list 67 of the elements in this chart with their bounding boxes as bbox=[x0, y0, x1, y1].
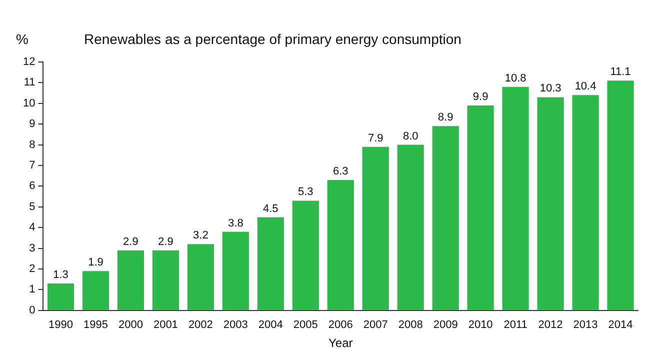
x-tick-label: 2007 bbox=[363, 319, 388, 332]
y-tick-label: 8 bbox=[29, 138, 36, 151]
data-label: 7.9 bbox=[368, 132, 384, 144]
y-tick-label: 3 bbox=[29, 242, 36, 254]
bar bbox=[607, 80, 634, 310]
x-tick-label: 1995 bbox=[83, 319, 108, 332]
bar bbox=[257, 217, 284, 310]
x-tick-label: 2009 bbox=[433, 319, 458, 332]
data-label: 10.3 bbox=[540, 82, 562, 95]
data-label: 10.4 bbox=[574, 80, 596, 93]
bar bbox=[467, 105, 494, 310]
x-tick-label: 2010 bbox=[468, 319, 493, 332]
bar bbox=[362, 146, 389, 310]
x-tick-label: 2008 bbox=[398, 319, 423, 332]
bar bbox=[292, 200, 319, 310]
bar bbox=[117, 250, 144, 310]
x-tick-label: 2004 bbox=[258, 319, 283, 332]
y-tick-label: 9 bbox=[29, 118, 36, 130]
data-label: 2.9 bbox=[158, 236, 174, 248]
chart-title: Renewables as a percentage of primary energy consumption bbox=[84, 31, 462, 47]
bar bbox=[82, 271, 110, 310]
x-tick-label: 2001 bbox=[153, 319, 178, 332]
y-tick-label: 7 bbox=[29, 160, 36, 172]
bar bbox=[432, 126, 459, 310]
bar bbox=[397, 144, 424, 310]
bar bbox=[327, 180, 354, 310]
x-tick-label: 2003 bbox=[223, 319, 248, 332]
x-tick-label: 2006 bbox=[328, 319, 353, 332]
data-label: 1.3 bbox=[53, 269, 68, 282]
x-tick-label: 2014 bbox=[608, 319, 633, 332]
bar bbox=[502, 86, 529, 310]
y-axis-title: % bbox=[16, 31, 28, 47]
bar bbox=[222, 232, 249, 310]
y-tick-label: 0 bbox=[29, 304, 36, 316]
y-tick-label: 10 bbox=[22, 97, 36, 110]
data-label: 10.8 bbox=[504, 72, 526, 84]
data-label: 2.9 bbox=[123, 236, 138, 248]
x-tick-label: 2005 bbox=[293, 319, 318, 332]
x-tick-label: 2002 bbox=[188, 319, 213, 332]
data-label: 5.3 bbox=[298, 186, 314, 198]
y-tick-label: 11 bbox=[24, 76, 36, 89]
x-tick-label: 2012 bbox=[538, 319, 563, 332]
x-tick-label: 2011 bbox=[504, 319, 528, 332]
x-tick-label: 2013 bbox=[573, 319, 598, 332]
bar bbox=[572, 95, 599, 310]
y-tick-label: 6 bbox=[29, 180, 36, 192]
y-tick-label: 2 bbox=[29, 263, 36, 276]
bar bbox=[47, 283, 74, 310]
y-tick-label: 4 bbox=[29, 222, 36, 234]
bar bbox=[152, 250, 179, 310]
bar bbox=[187, 244, 214, 310]
x-tick-label: 1990 bbox=[48, 319, 73, 332]
data-label: 3.8 bbox=[228, 217, 244, 230]
data-label: 4.5 bbox=[262, 202, 278, 215]
data-label: 8.0 bbox=[402, 130, 418, 142]
y-tick-label: 1 bbox=[29, 284, 36, 296]
data-label: 11.1 bbox=[610, 66, 631, 78]
data-label: 3.2 bbox=[193, 230, 208, 242]
y-tick-label: 5 bbox=[29, 200, 36, 213]
data-label: 6.3 bbox=[332, 166, 348, 178]
y-tick-label: 12 bbox=[22, 56, 36, 68]
x-axis-title: Year bbox=[328, 336, 353, 350]
data-label: 9.9 bbox=[472, 91, 488, 103]
data-label: 1.9 bbox=[88, 256, 104, 269]
x-tick-label: 2000 bbox=[118, 319, 143, 332]
data-label: 8.9 bbox=[438, 112, 454, 124]
bar bbox=[537, 97, 564, 310]
